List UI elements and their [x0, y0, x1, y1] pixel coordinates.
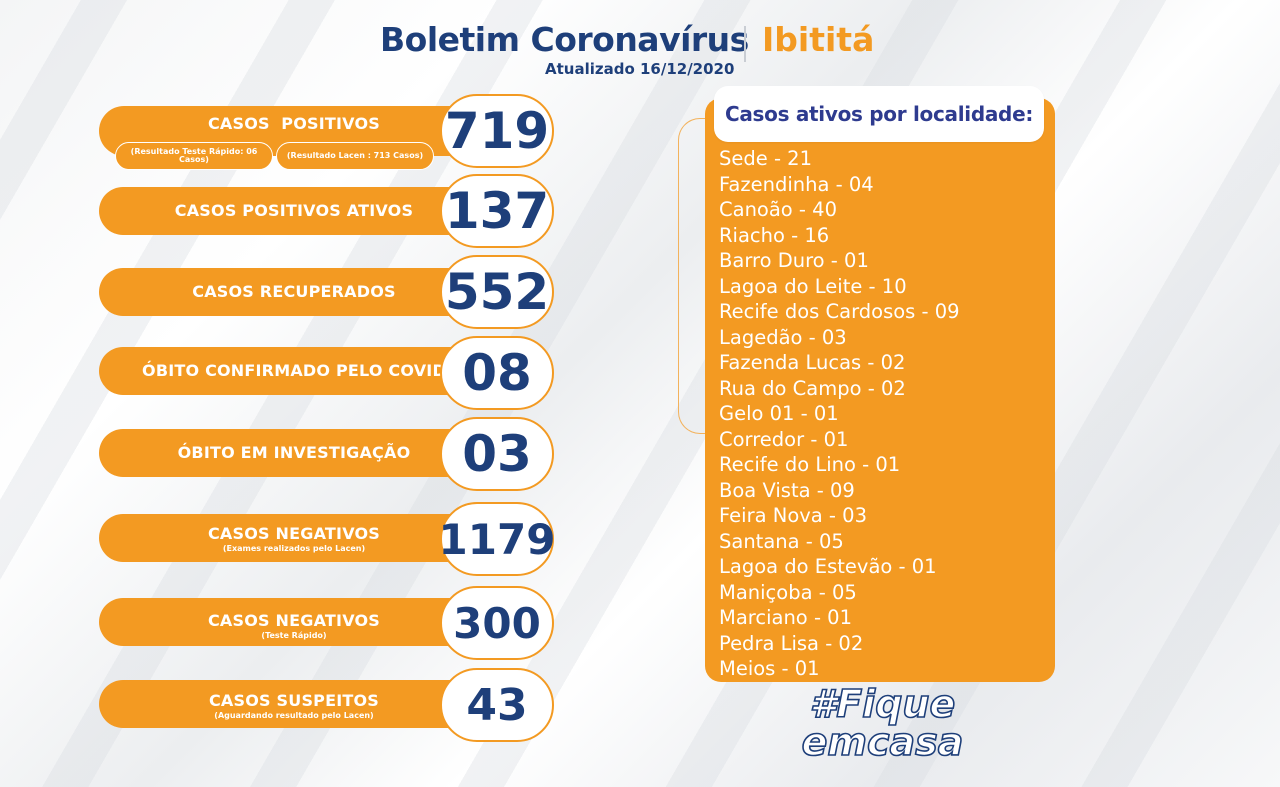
rapid-test-note: (Resultado Teste Rápido: 06 Casos) [115, 142, 273, 170]
localities-panel [705, 98, 1055, 682]
stat-value-circle: 137 [440, 174, 554, 248]
locality-item: Lagoa do Leite - 10 [719, 274, 907, 298]
localities-list: Sede - 21 Fazendinha - 04 Canoão - 40 Riach… [719, 146, 1049, 682]
locality-item: Pedra Lisa - 02 [719, 631, 864, 655]
locality-item: Riacho - 16 [719, 223, 830, 247]
locality-item: Fazendinha - 04 [719, 172, 874, 196]
stat-label: CASOS NEGATIVOS [207, 524, 381, 543]
update-date: Atualizado 16/12/2020 [545, 60, 735, 78]
stat-bar: ÓBITO EM INVESTIGAÇÃO [99, 429, 489, 477]
stat-value: 08 [462, 344, 532, 402]
stat-value: 719 [444, 102, 550, 160]
hashtag-line-1: #Fique [809, 682, 956, 726]
stat-value-circle: 719 [440, 94, 554, 168]
locality-item: Sede - 21 [719, 147, 812, 170]
stat-bar: CASOS SUSPEITOS (Aguardando resultado pe… [99, 680, 489, 728]
title-divider [744, 26, 746, 62]
stat-value-circle: 1179 [438, 502, 556, 576]
locality-item: Lagoa do Estevão - 01 [719, 555, 937, 578]
stat-recovered: CASOS RECUPERADOS 552 [99, 253, 554, 333]
stat-value: 03 [462, 425, 532, 483]
stat-positive-cases: CASOS POSITIVOS (Resultado Teste Rápido:… [99, 92, 554, 172]
locality-item: Recife do Lino - 01 [719, 453, 901, 476]
locality-item: Rua do Campo - 02 [719, 376, 906, 400]
stat-label: ÓBITO EM INVESTIGAÇÃO [177, 443, 411, 462]
stat-value-circle: 43 [440, 668, 554, 742]
locality-item: Gelo 01 - 01 [719, 402, 839, 425]
stat-label: ÓBITO CONFIRMADO PELO COVID [142, 361, 446, 380]
page-title: Boletim Coronavírus [380, 20, 749, 59]
stat-label: CASOS NEGATIVOS [207, 611, 381, 630]
stat-value: 552 [444, 263, 550, 321]
stat-sublabel: (Teste Rápido) [261, 631, 327, 640]
hashtag-line-2: emcasa [801, 720, 964, 764]
stat-value-circle: 552 [440, 255, 554, 329]
stat-bar: CASOS NEGATIVOS (Teste Rápido) [99, 598, 489, 646]
rapid-test-note-text: (Resultado Teste Rápido: 06 Casos) [130, 146, 258, 164]
stat-negative-rapid: CASOS NEGATIVOS (Teste Rápido) 300 [99, 584, 554, 664]
stat-label: CASOS SUSPEITOS [208, 691, 380, 710]
stat-suspected: CASOS SUSPEITOS (Aguardando resultado pe… [99, 666, 554, 746]
hashtag-fique-em-casa: #Fique emcasa [790, 682, 975, 764]
stat-deaths-investigation: ÓBITO EM INVESTIGAÇÃO 03 [99, 415, 554, 495]
stat-value: 43 [466, 679, 528, 731]
locality-item: Corredor - 01 [719, 427, 849, 451]
locality-item: Fazenda Lucas - 02 [719, 351, 906, 374]
panel-bracket-decoration [678, 118, 718, 434]
stat-value-circle: 03 [440, 417, 554, 491]
stat-confirmed-deaths: ÓBITO CONFIRMADO PELO COVID 08 [99, 334, 554, 414]
locality-item: Boa Vista - 09 [719, 478, 855, 502]
stat-value-circle: 08 [440, 336, 554, 410]
stat-sublabel: (Aguardando resultado pelo Lacen) [214, 711, 374, 720]
locality-item: Barro Duro - 01 [719, 249, 869, 272]
stat-value: 300 [453, 598, 541, 648]
stat-label: CASOS POSITIVOS ATIVOS [174, 201, 414, 220]
locality-item: Marciano - 01 [719, 606, 852, 629]
stat-label: CASOS POSITIVOS [207, 114, 380, 133]
stat-bar: ÓBITO CONFIRMADO PELO COVID [99, 347, 489, 395]
locality-item: Feira Nova - 03 [719, 504, 867, 527]
stat-value: 137 [444, 182, 550, 240]
stat-bar: CASOS NEGATIVOS (Exames realizados pelo … [99, 514, 489, 562]
stat-bar: CASOS RECUPERADOS [99, 268, 489, 316]
locality-item: Santana - 05 [719, 529, 844, 553]
stat-negative-lacen: CASOS NEGATIVOS (Exames realizados pelo … [99, 500, 556, 580]
stat-label: CASOS RECUPERADOS [192, 282, 396, 301]
lacen-note: (Resultado Lacen : 713 Casos) [276, 142, 434, 170]
localities-title: Casos ativos por localidade: [714, 86, 1044, 142]
stat-bar: CASOS POSITIVOS ATIVOS [99, 187, 489, 235]
locality-item: Lagedão - 03 [719, 325, 847, 349]
header: Boletim Coronavírus Ibititá Atualizado 1… [0, 16, 1280, 86]
locality-item: Canoão - 40 [719, 198, 837, 221]
stat-sublabel: (Exames realizados pelo Lacen) [222, 544, 366, 553]
stat-value-circle: 300 [440, 586, 554, 660]
stat-value: 1179 [438, 514, 556, 564]
locality-item: Meios - 01 [719, 657, 820, 680]
locality-item: Maniçoba - 05 [719, 580, 857, 604]
stat-active-cases: CASOS POSITIVOS ATIVOS 137 [99, 172, 554, 252]
city-name: Ibititá [762, 20, 875, 59]
lacen-note-text: (Resultado Lacen : 713 Casos) [286, 150, 424, 160]
locality-item: Recife dos Cardosos - 09 [719, 300, 960, 323]
